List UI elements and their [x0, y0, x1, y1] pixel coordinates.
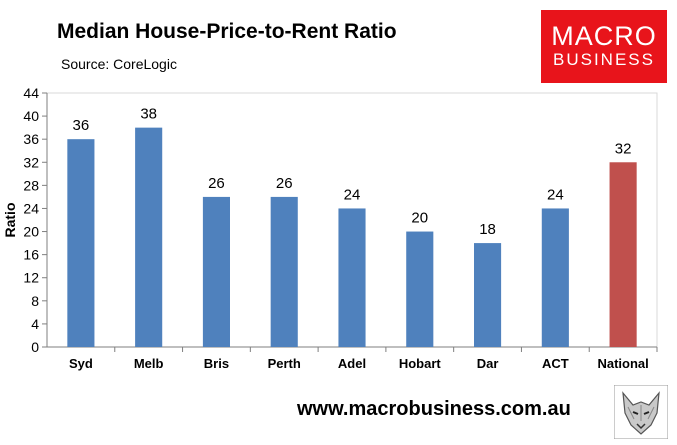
data-label: 24 — [547, 186, 564, 203]
y-tick-label: 4 — [31, 316, 39, 332]
data-label: 18 — [479, 221, 496, 238]
data-label: 32 — [615, 140, 632, 157]
chart-source: Source: CoreLogic — [61, 56, 177, 72]
data-label: 36 — [73, 117, 90, 134]
bar-bris — [202, 196, 230, 347]
bar-adel — [338, 208, 366, 347]
data-label: 26 — [208, 175, 225, 192]
bar-melb — [135, 127, 163, 348]
data-label: 20 — [411, 210, 428, 227]
bar-syd — [67, 139, 95, 347]
y-tick-label: 24 — [23, 200, 39, 216]
x-tick-label: Bris — [204, 356, 229, 371]
x-tick-label: ACT — [542, 356, 569, 371]
y-tick-label: 0 — [31, 339, 39, 355]
y-tick-label: 8 — [31, 293, 39, 309]
x-tick-label: Hobart — [399, 356, 442, 371]
y-tick-label: 28 — [23, 177, 39, 193]
macrobusiness-logo: MACRO BUSINESS — [541, 10, 667, 83]
y-tick-label: 36 — [23, 131, 39, 147]
x-tick-label: Dar — [477, 356, 499, 371]
logo-line-1: MACRO — [551, 21, 657, 51]
data-label: 24 — [344, 186, 361, 203]
bar-dar — [474, 243, 502, 347]
bar-hobart — [406, 231, 434, 347]
x-tick-label: Syd — [69, 356, 93, 371]
data-label: 38 — [140, 106, 157, 123]
y-axis-title: Ratio — [2, 203, 18, 238]
data-label: 26 — [276, 175, 293, 192]
y-tick-label: 16 — [23, 247, 39, 263]
x-tick-label: Melb — [134, 356, 164, 371]
y-tick-label: 44 — [23, 85, 39, 101]
x-tick-label: Perth — [268, 356, 301, 371]
wolf-head-icon — [614, 385, 668, 439]
y-tick-label: 40 — [23, 108, 39, 124]
y-tick-label: 12 — [23, 270, 39, 286]
x-tick-label: Adel — [338, 356, 366, 371]
bar-national — [609, 162, 637, 347]
bar-perth — [270, 196, 298, 347]
y-tick-label: 32 — [23, 154, 39, 170]
bar-act — [541, 208, 569, 347]
logo-line-2: BUSINESS — [553, 50, 655, 69]
x-tick-label: National — [597, 356, 648, 371]
chart-title: Median House-Price-to-Rent Ratio — [57, 20, 397, 43]
bar-chart: 0 4 8 12 16 20 24 28 32 36 40 44 Ratio 36 Syd 38 Melb 26 B… — [2, 85, 658, 371]
website-url: www.macrobusiness.com.au — [297, 398, 571, 420]
y-tick-label: 20 — [23, 224, 39, 240]
